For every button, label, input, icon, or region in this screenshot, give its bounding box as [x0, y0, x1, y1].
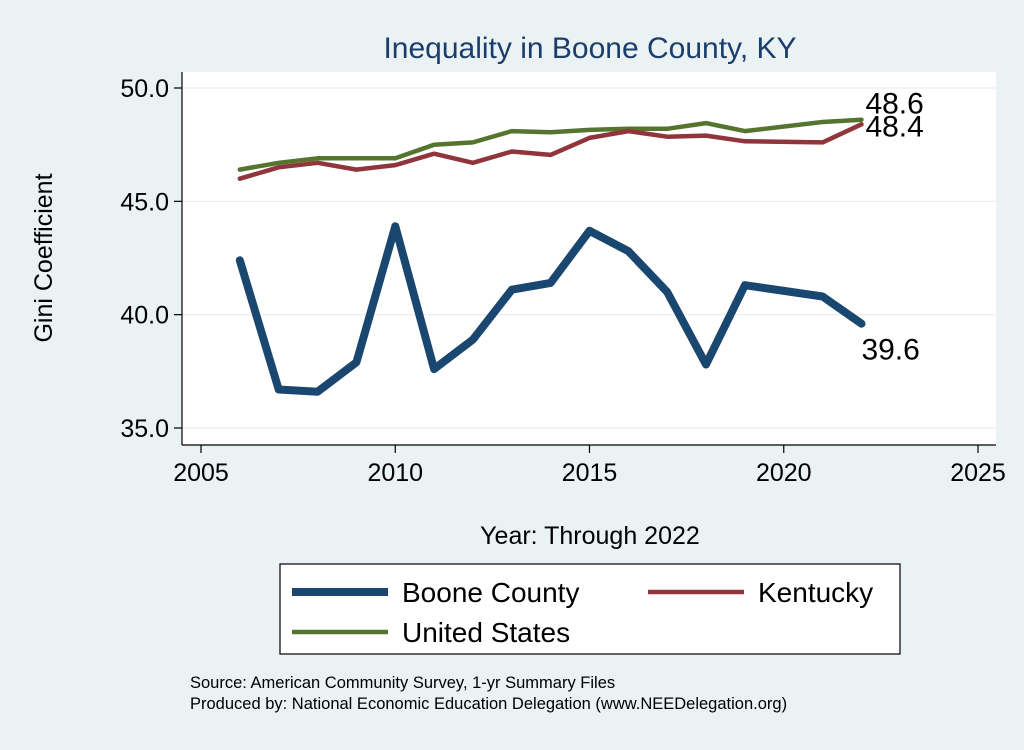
- y-tick-label: 40.0: [120, 302, 169, 330]
- end-labels: 39.6 48.448.6: [861, 88, 923, 367]
- x-axis-label: Year: Through 2022: [480, 522, 700, 550]
- source-note: Source: American Community Survey, 1-yr …: [190, 674, 615, 692]
- end-label-kentucky: 48.4: [865, 110, 923, 143]
- legend-box: [279, 563, 901, 655]
- series-line-kentucky: [237, 122, 864, 181]
- legend-label-kentucky: Kentucky: [758, 577, 873, 608]
- legend-label-boone-county: Boone County: [402, 577, 579, 608]
- gridlines: [182, 87, 996, 429]
- chart-title: Inequality in Boone County, KY: [383, 32, 796, 65]
- y-axis-label: Gini Coefficient: [30, 173, 58, 342]
- plot-area: [182, 72, 996, 445]
- ticks: 35.0 40.0 45.0 50.0 2005 2010 2015 2020 2025: [120, 75, 1005, 487]
- x-tick-label: 2025: [950, 459, 1006, 487]
- x-tick-label: 2015: [562, 459, 618, 487]
- produced-by-note: Produced by: National Economic Education…: [190, 695, 787, 713]
- x-tick-label: 2020: [756, 459, 812, 487]
- series-layer: [235, 117, 866, 396]
- series-line-united-states: [237, 117, 864, 172]
- y-tick-label: 35.0: [120, 415, 169, 443]
- legend: Boone County Kentucky United States: [279, 563, 901, 655]
- x-tick-label: 2005: [173, 459, 229, 487]
- y-tick-label: 50.0: [120, 75, 169, 103]
- end-label-boone-county: 39.6: [861, 334, 919, 367]
- x-tick-label: 2010: [367, 459, 423, 487]
- end-label-united-states: 48.6: [865, 88, 923, 121]
- y-tick-label: 45.0: [120, 188, 169, 216]
- series-line-boone-county: [235, 222, 866, 396]
- legend-label-united-states: United States: [402, 617, 570, 648]
